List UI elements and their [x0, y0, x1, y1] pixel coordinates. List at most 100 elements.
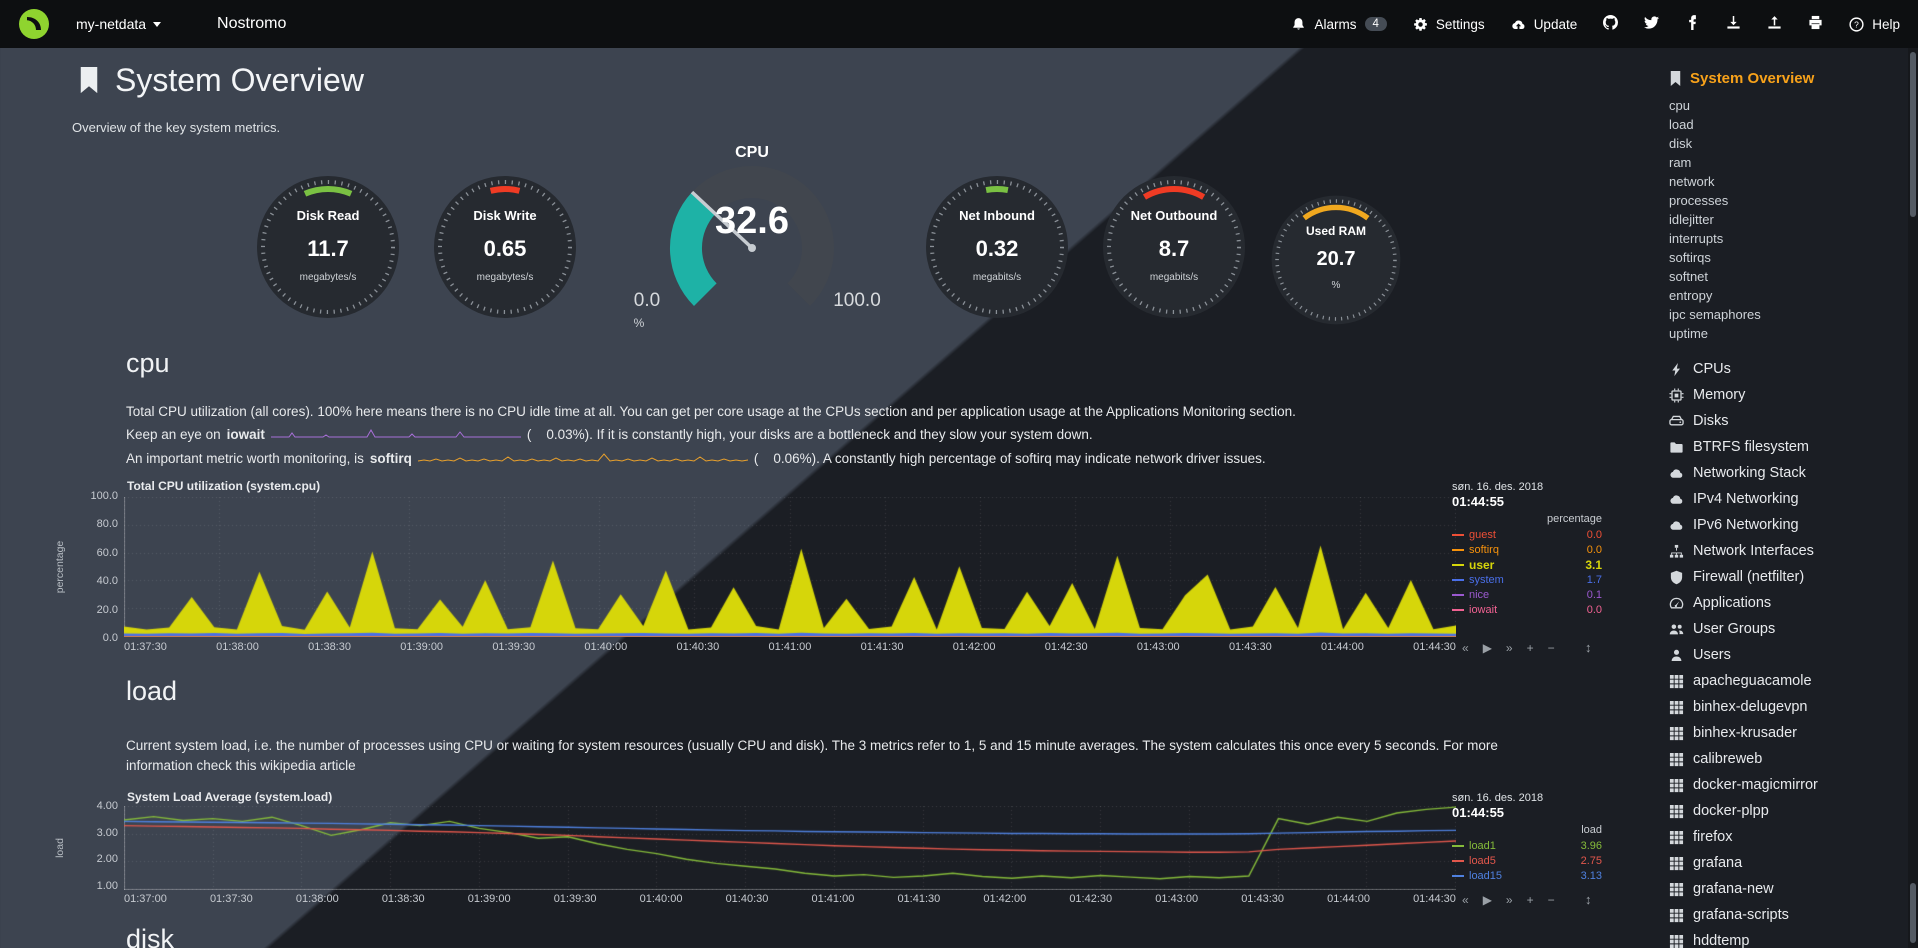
nav-print-button[interactable] [1808, 15, 1823, 33]
cpu-chart-canvas[interactable] [124, 497, 1456, 637]
sidebar-subitem-softirqs[interactable]: softirqs [1669, 250, 1711, 265]
legend-value: 0.0 [1586, 528, 1602, 541]
legend-row-load15[interactable]: load15 3.13 [1452, 868, 1602, 883]
page-head: System Overview [78, 62, 364, 99]
my-netdata-menu[interactable]: my-netdata [76, 16, 162, 32]
legend-value: 2.75 [1580, 854, 1602, 867]
gauge-net-outbound[interactable]: Net Outbound 8.7 megabits/s [1099, 172, 1249, 322]
load-chart-resize-handle[interactable]: ↕ [1585, 892, 1592, 907]
cpu-chart-resize-handle[interactable]: ↕ [1585, 640, 1592, 655]
cloud-update-icon [1511, 17, 1526, 32]
sidebar-subitem-idlejitter[interactable]: idlejitter [1669, 212, 1714, 227]
toolbox-play-button[interactable]: ▶ [1482, 893, 1492, 907]
toolbox-backward-button[interactable]: « [1462, 641, 1469, 655]
sidebar-item-networking-stack[interactable]: Networking Stack [1669, 460, 1906, 486]
nav-twitter-button[interactable] [1644, 15, 1660, 33]
scrollbar-thumb[interactable] [1910, 52, 1916, 217]
settings-button[interactable]: Settings [1413, 17, 1485, 32]
iowait-text-rest: ( 0.03%). If it is constantly high, your… [526, 427, 1093, 442]
sidebar-item-binhex-krusader[interactable]: binhex-krusader [1669, 720, 1906, 746]
nav-github-button[interactable] [1603, 15, 1619, 33]
sidebar-subitem-entropy[interactable]: entropy [1669, 288, 1713, 303]
sidebar-item-disks[interactable]: Disks [1669, 408, 1906, 434]
help-button[interactable]: ? Help [1849, 17, 1900, 32]
sidebar-item-applications[interactable]: Applications [1669, 590, 1906, 616]
sidebar-item-grafana-scripts[interactable]: grafana-scripts [1669, 902, 1906, 928]
cpu-gauge-needle [690, 190, 754, 250]
sidebar-item-network-interfaces[interactable]: Network Interfaces [1669, 538, 1906, 564]
legend-row-iowait[interactable]: iowait 0.0 [1452, 602, 1602, 617]
sidebar-item-binhex-delugevpn[interactable]: binhex-delugevpn [1669, 694, 1906, 720]
cpu-gauge[interactable]: CPU 32.6 0.0 100.0 % [602, 144, 902, 340]
sidebar-item-label: hddtemp [1693, 933, 1750, 948]
upload-icon [1767, 15, 1782, 30]
sidebar-subitem-ram[interactable]: ram [1669, 155, 1692, 170]
nav-download-button[interactable] [1726, 15, 1741, 33]
gauge-net-inbound[interactable]: Net Inbound 0.32 megabits/s [922, 172, 1072, 322]
sidebar-item-btrfs-filesystem[interactable]: BTRFS filesystem [1669, 434, 1906, 460]
print-icon [1808, 15, 1823, 30]
sidebar-scrollbar-thumb[interactable] [1910, 883, 1916, 943]
legend-name: guest [1469, 528, 1496, 541]
legend-name: user [1469, 557, 1495, 572]
toolbox-forward-button[interactable]: » [1505, 893, 1513, 907]
sidebar-subitem-softnet[interactable]: softnet [1669, 269, 1709, 284]
gauge-value: 0.65 [483, 236, 527, 261]
sidebar-subitem-interrupts[interactable]: interrupts [1669, 231, 1724, 246]
sidebar-item-docker-plpp[interactable]: docker-plpp [1669, 798, 1906, 824]
toolbox-zoom-out-button[interactable]: − [1547, 641, 1555, 655]
page-scrollbar[interactable] [1908, 48, 1918, 948]
sidebar-item-firewall-netfilter-[interactable]: Firewall (netfilter) [1669, 564, 1906, 590]
sidebar-subitem-uptime[interactable]: uptime [1669, 326, 1709, 341]
sidebar-item-docker-magicmirror[interactable]: docker-magicmirror [1669, 772, 1906, 798]
alarms-button[interactable]: Alarms 4 [1291, 17, 1387, 32]
load-chart-canvas[interactable] [124, 806, 1456, 890]
sidebar-subitem-ipc-semaphores[interactable]: ipc semaphores [1669, 307, 1761, 322]
update-button[interactable]: Update [1511, 17, 1577, 32]
gauge-disk-write[interactable]: Disk Write 0.65 megabytes/s [430, 172, 580, 322]
toolbox-forward-button[interactable]: » [1505, 641, 1513, 655]
sidebar-item-ipv4-networking[interactable]: IPv4 Networking [1669, 486, 1906, 512]
sidebar-item-label: binhex-krusader [1693, 725, 1797, 741]
toolbox-play-button[interactable]: ▶ [1482, 641, 1492, 655]
sidebar-item-apacheguacamole[interactable]: apacheguacamole [1669, 668, 1906, 694]
sidebar-item-users[interactable]: Users [1669, 642, 1906, 668]
axis-tick: 01:38:00 [216, 641, 259, 653]
legend-row-system[interactable]: system 1.7 [1452, 572, 1602, 587]
legend-row-load1[interactable]: load1 3.96 [1452, 838, 1602, 853]
sidebar-subitem-processes[interactable]: processes [1669, 193, 1729, 208]
gauge-disk-read[interactable]: Disk Read 11.7 megabytes/s [253, 172, 403, 322]
sidebar-item-user-groups[interactable]: User Groups [1669, 616, 1906, 642]
nav-facebook-button[interactable] [1685, 15, 1700, 33]
toolbox-zoom-in-button[interactable]: + [1526, 893, 1534, 907]
sidebar-subitem-cpu[interactable]: cpu [1669, 98, 1690, 113]
sidebar-subitem-disk[interactable]: disk [1669, 136, 1693, 151]
sidebar-item-grafana[interactable]: grafana [1669, 850, 1906, 876]
nav-upload-button[interactable] [1767, 15, 1782, 33]
sidebar-item-cpus[interactable]: CPUs [1669, 356, 1906, 382]
legend-row-nice[interactable]: nice 0.1 [1452, 587, 1602, 602]
legend-row-softirq[interactable]: softirq 0.0 [1452, 542, 1602, 557]
netdata-logo[interactable] [18, 8, 50, 40]
sidebar-item-system-overview[interactable]: System Overview [1669, 70, 1814, 87]
legend-row-user[interactable]: user 3.1 [1452, 557, 1602, 572]
sidebar-item-ipv6-networking[interactable]: IPv6 Networking [1669, 512, 1906, 538]
sidebar-subitem-network[interactable]: network [1669, 174, 1715, 189]
sidebar-item-memory[interactable]: Memory [1669, 382, 1906, 408]
sidebar-item-label: binhex-delugevpn [1693, 699, 1808, 715]
gauge-used-ram[interactable]: Used RAM 20.7 % [1268, 192, 1404, 328]
legend-row-load5[interactable]: load5 2.75 [1452, 853, 1602, 868]
sidebar-item-calibreweb[interactable]: calibreweb [1669, 746, 1906, 772]
legend-row-guest[interactable]: guest 0.0 [1452, 527, 1602, 542]
legend-value: 3.13 [1580, 869, 1602, 882]
navbar-icon-buttons [1603, 15, 1823, 33]
sidebar-item-hddtemp[interactable]: hddtemp [1669, 928, 1906, 948]
legend-name: iowait [1469, 603, 1498, 616]
toolbox-zoom-in-button[interactable]: + [1526, 641, 1534, 655]
sidebar-subitem-load[interactable]: load [1669, 117, 1694, 132]
sidebar-item-firefox[interactable]: firefox [1669, 824, 1906, 850]
toolbox-zoom-out-button[interactable]: − [1547, 893, 1555, 907]
sidebar-item-grafana-new[interactable]: grafana-new [1669, 876, 1906, 902]
sidebar-menu: System Overview cpu load disk ram network pro… [1663, 48, 1906, 948]
toolbox-backward-button[interactable]: « [1462, 893, 1469, 907]
